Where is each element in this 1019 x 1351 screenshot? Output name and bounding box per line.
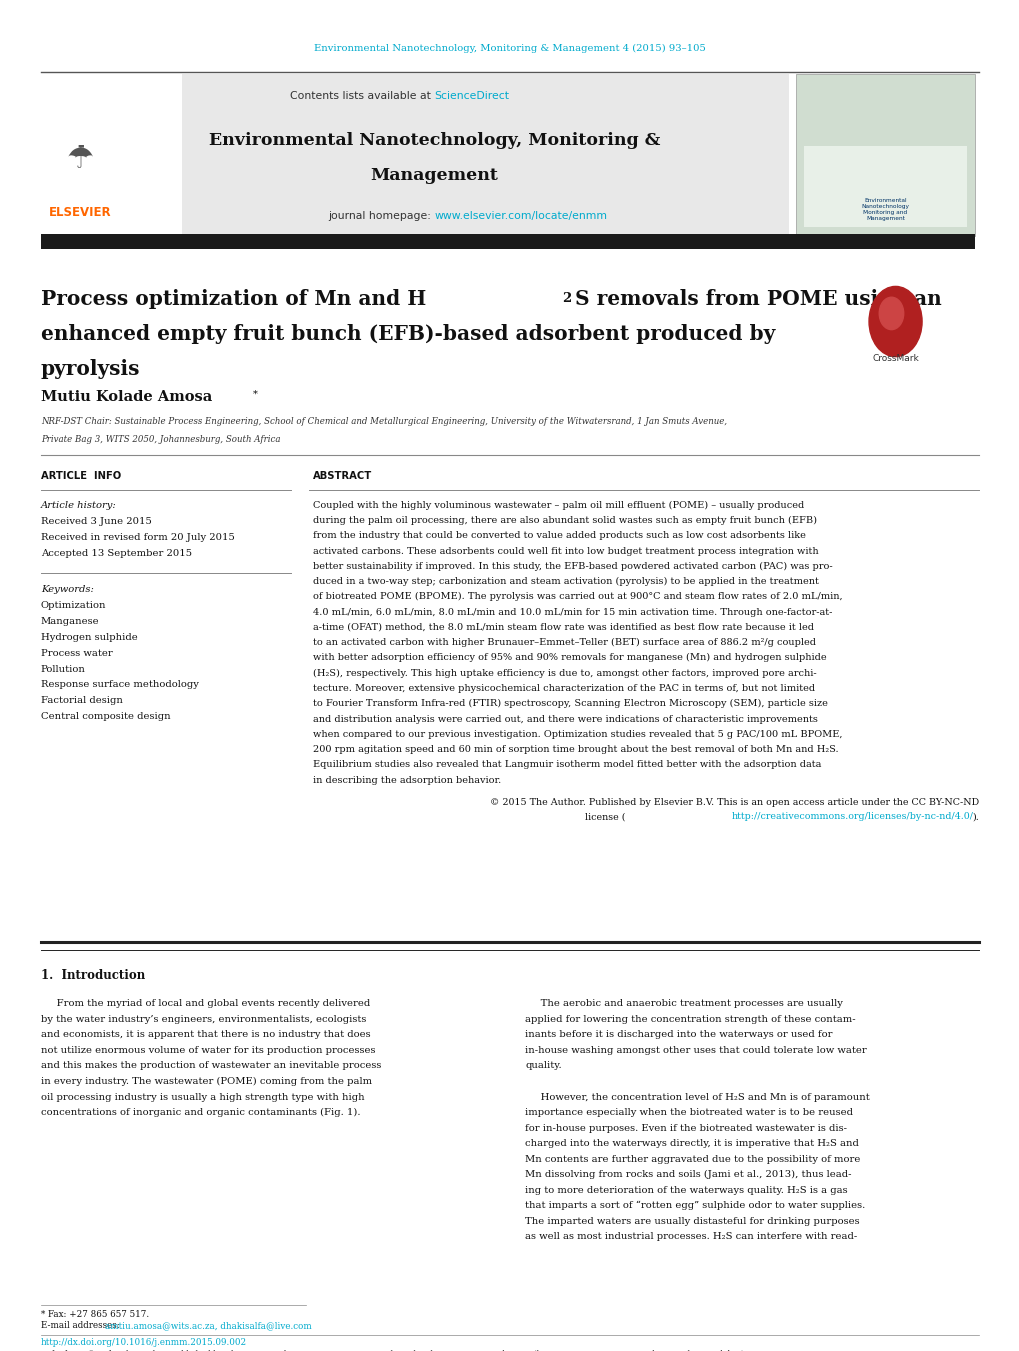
Text: oil processing industry is usually a high strength type with high: oil processing industry is usually a hig… [41,1093,364,1101]
Text: ▬: ▬ [77,143,84,149]
Text: Contents lists available at: Contents lists available at [289,91,434,101]
Text: However, the concentration level of H₂S and Mn is of paramount: However, the concentration level of H₂S … [525,1093,869,1101]
Text: Mn dissolving from rocks and soils (Jami et al., 2013), thus lead-: Mn dissolving from rocks and soils (Jami… [525,1170,851,1179]
Text: 1.  Introduction: 1. Introduction [41,969,145,982]
Text: Manganese: Manganese [41,616,99,626]
Text: for in-house purposes. Even if the biotreated wastewater is dis-: for in-house purposes. Even if the biotr… [525,1124,847,1132]
Circle shape [878,297,903,330]
Text: Keywords:: Keywords: [41,585,94,593]
Text: 2: 2 [561,292,571,305]
Text: that imparts a sort of “rotten egg” sulphide odor to water supplies.: that imparts a sort of “rotten egg” sulp… [525,1201,865,1210]
Text: From the myriad of local and global events recently delivered: From the myriad of local and global even… [41,1000,370,1008]
Text: 200 rpm agitation speed and 60 min of sorption time brought about the best remov: 200 rpm agitation speed and 60 min of so… [313,744,838,754]
Text: (H₂S), respectively. This high uptake efficiency is due to, amongst other factor: (H₂S), respectively. This high uptake ef… [313,669,816,678]
Text: The aerobic and anaerobic treatment processes are usually: The aerobic and anaerobic treatment proc… [525,1000,843,1008]
Text: a-time (OFAT) method, the 8.0 mL/min steam flow rate was identified as best flow: a-time (OFAT) method, the 8.0 mL/min ste… [313,623,813,632]
Text: when compared to our previous investigation. Optimization studies revealed that : when compared to our previous investigat… [313,730,842,739]
Text: to Fourier Transform Infra-red (FTIR) spectroscopy, Scanning Electron Microscopy: to Fourier Transform Infra-red (FTIR) sp… [313,700,827,708]
Text: duced in a two-way step; carbonization and steam activation (pyrolysis) to be ap: duced in a two-way step; carbonization a… [313,577,818,586]
Text: better sustainability if improved. In this study, the EFB-based powdered activat: better sustainability if improved. In th… [313,562,832,571]
Text: and distribution analysis were carried out, and there were indications of charac: and distribution analysis were carried o… [313,715,817,724]
Text: Coupled with the highly voluminous wastewater – palm oil mill effluent (POME) – : Coupled with the highly voluminous waste… [313,501,804,509]
Text: license (: license ( [585,812,626,821]
Text: Received in revised form 20 July 2015: Received in revised form 20 July 2015 [41,534,234,542]
Text: ABSTRACT: ABSTRACT [313,470,372,481]
Text: Pollution: Pollution [41,665,86,674]
Text: in-house washing amongst other uses that could tolerate low water: in-house washing amongst other uses that… [525,1046,866,1055]
Text: Hydrogen sulphide: Hydrogen sulphide [41,632,138,642]
Text: ARTICLE  INFO: ARTICLE INFO [41,470,121,481]
Text: by the water industry’s engineers, environmentalists, ecologists: by the water industry’s engineers, envir… [41,1015,366,1024]
Text: ScienceDirect: ScienceDirect [434,91,510,101]
Text: Response surface methodology: Response surface methodology [41,681,199,689]
Text: Article history:: Article history: [41,501,116,509]
Text: charged into the waterways directly, it is imperative that H₂S and: charged into the waterways directly, it … [525,1139,858,1148]
Text: www.elsevier.com/locate/enmm: www.elsevier.com/locate/enmm [434,211,607,222]
Text: of biotreated POME (BPOME). The pyrolysis was carried out at 900°C and steam flo: of biotreated POME (BPOME). The pyrolysi… [313,592,842,601]
FancyBboxPatch shape [41,234,974,249]
Text: enhanced empty fruit bunch (EFB)-based adsorbent produced by: enhanced empty fruit bunch (EFB)-based a… [41,324,774,343]
Text: quality.: quality. [525,1062,561,1070]
Text: Optimization: Optimization [41,601,106,609]
Text: Environmental Nanotechnology, Monitoring &: Environmental Nanotechnology, Monitoring… [209,132,659,149]
Text: Mn contents are further aggravated due to the possibility of more: Mn contents are further aggravated due t… [525,1155,860,1163]
Text: concentrations of inorganic and organic contaminants (Fig. 1).: concentrations of inorganic and organic … [41,1108,360,1117]
Text: from the industry that could be converted to value added products such as low co: from the industry that could be converte… [313,531,805,540]
Text: * Fax: +27 865 657 517.: * Fax: +27 865 657 517. [41,1310,149,1319]
FancyBboxPatch shape [795,74,974,236]
Text: Mutiu Kolade Amosa: Mutiu Kolade Amosa [41,390,212,404]
Text: Factorial design: Factorial design [41,696,122,705]
Text: Central composite design: Central composite design [41,712,170,721]
Text: amtiu.amosa@wits.ac.za, dhakisalfa@live.com: amtiu.amosa@wits.ac.za, dhakisalfa@live.… [105,1321,312,1329]
Text: *: * [253,390,258,399]
Text: in describing the adsorption behavior.: in describing the adsorption behavior. [313,775,501,785]
Text: importance especially when the biotreated water is to be reused: importance especially when the biotreate… [525,1108,853,1117]
Text: The imparted waters are usually distasteful for drinking purposes: The imparted waters are usually distaste… [525,1217,859,1225]
Text: Received 3 June 2015: Received 3 June 2015 [41,517,152,526]
Text: S removals from POME using an: S removals from POME using an [575,289,942,308]
Text: to an activated carbon with higher Brunauer–Emmet–Teller (BET) surface area of 8: to an activated carbon with higher Bruna… [313,638,815,647]
Text: Private Bag 3, WITS 2050, Johannesburg, South Africa: Private Bag 3, WITS 2050, Johannesburg, … [41,435,280,443]
Text: not utilize enormous volume of water for its production processes: not utilize enormous volume of water for… [41,1046,375,1055]
FancyBboxPatch shape [41,74,789,236]
Text: Process water: Process water [41,648,112,658]
Circle shape [868,286,921,357]
Text: ).: ). [971,812,978,821]
Text: 4.0 mL/min, 6.0 mL/min, 8.0 mL/min and 10.0 mL/min for 15 min activation time. T: 4.0 mL/min, 6.0 mL/min, 8.0 mL/min and 1… [313,608,832,616]
Text: CrossMark: CrossMark [871,354,918,362]
Text: journal homepage:: journal homepage: [328,211,434,222]
Text: http://creativecommons.org/licenses/by-nc-nd/4.0/: http://creativecommons.org/licenses/by-n… [732,812,973,821]
Text: Accepted 13 September 2015: Accepted 13 September 2015 [41,550,192,558]
Text: ing to more deterioration of the waterways quality. H₂S is a gas: ing to more deterioration of the waterwa… [525,1186,847,1194]
Text: in every industry. The wastewater (POME) coming from the palm: in every industry. The wastewater (POME)… [41,1077,372,1086]
Text: and economists, it is apparent that there is no industry that does: and economists, it is apparent that ther… [41,1031,370,1039]
Text: © 2015 The Author. Published by Elsevier B.V. This is an open access article und: © 2015 The Author. Published by Elsevier… [489,797,978,807]
Text: Equilibrium studies also revealed that Langmuir isotherm model fitted better wit: Equilibrium studies also revealed that L… [313,761,820,769]
Text: pyrolysis: pyrolysis [41,359,141,378]
Text: E-mail addresses:: E-mail addresses: [41,1321,122,1329]
Text: Environmental
Nanotechnology
Monitoring and
Management: Environmental Nanotechnology Monitoring … [860,197,909,222]
Text: during the palm oil processing, there are also abundant solid wastes such as emp: during the palm oil processing, there ar… [313,516,816,526]
Text: NRF-DST Chair: Sustainable Process Engineering, School of Chemical and Metallurg: NRF-DST Chair: Sustainable Process Engin… [41,417,727,426]
Text: and this makes the production of wastewater an inevitable process: and this makes the production of wastewa… [41,1062,381,1070]
Text: ☂: ☂ [67,145,94,174]
Text: Process optimization of Mn and H: Process optimization of Mn and H [41,289,426,308]
Text: activated carbons. These adsorbents could well fit into low budget treatment pro: activated carbons. These adsorbents coul… [313,547,818,555]
Text: with better adsorption efficiency of 95% and 90% removals for manganese (Mn) and: with better adsorption efficiency of 95%… [313,654,826,662]
FancyBboxPatch shape [803,146,966,227]
Text: Management: Management [370,168,498,184]
Text: http://dx.doi.org/10.1016/j.enmm.2015.09.002: http://dx.doi.org/10.1016/j.enmm.2015.09… [41,1339,247,1347]
Text: applied for lowering the concentration strength of these contam-: applied for lowering the concentration s… [525,1015,855,1024]
Text: ELSEVIER: ELSEVIER [49,205,112,219]
Text: Environmental Nanotechnology, Monitoring & Management 4 (2015) 93–105: Environmental Nanotechnology, Monitoring… [314,45,705,53]
Text: as well as most industrial processes. H₂S can interfere with read-: as well as most industrial processes. H₂… [525,1232,857,1242]
FancyBboxPatch shape [41,74,181,236]
Text: tecture. Moreover, extensive physicochemical characterization of the PAC in term: tecture. Moreover, extensive physicochem… [313,684,814,693]
Text: inants before it is discharged into the waterways or used for: inants before it is discharged into the … [525,1031,832,1039]
